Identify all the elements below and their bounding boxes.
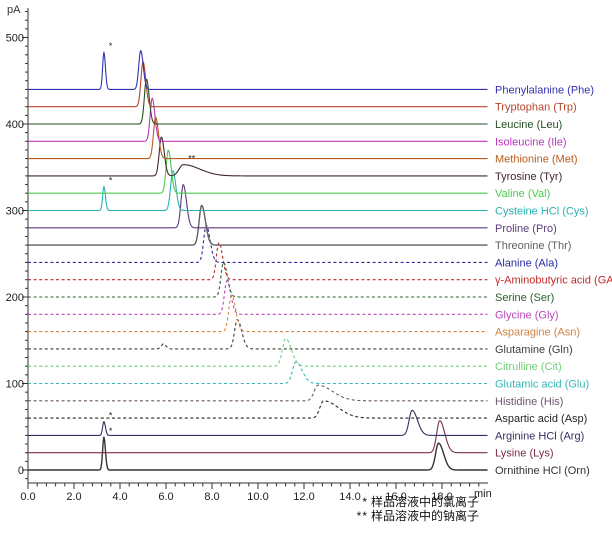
series-label-trp: Tryptophan (Trp): [495, 102, 577, 114]
x-tick-label: 4.0: [112, 491, 127, 503]
series-label-gaba: γ-Aminobutyric acid (GABA): [495, 275, 612, 287]
trace-glu: [28, 361, 488, 385]
footnote-chloride: * 样品溶液中的氯离子: [352, 495, 479, 509]
sodium-peak-marker: **: [188, 154, 196, 164]
series-label-asn: Asparagine (Asn): [495, 327, 580, 339]
y-axis-unit-label: pA: [7, 4, 21, 16]
trace-thr: [27, 204, 488, 246]
y-tick-label: 0: [18, 465, 24, 477]
trace-phe: [28, 50, 488, 90]
trace-val: [28, 149, 488, 194]
series-label-leu: Leucine (Leu): [495, 119, 562, 131]
series-label-thr: Threonine (Thr): [495, 240, 571, 252]
x-tick-label: 10.0: [247, 491, 268, 503]
footnote-sodium: ** 样品溶液中的钠离子: [352, 509, 479, 523]
trace-tyr: [28, 136, 488, 177]
chloride-peak-marker: *: [109, 426, 113, 436]
trace-lys: [28, 420, 488, 454]
footnote-sodium-text: 样品溶液中的钠离子: [371, 509, 480, 523]
x-tick-label: 6.0: [158, 491, 173, 503]
footnote-sodium-marker: **: [356, 509, 368, 523]
trace-his: [28, 384, 488, 402]
trace-arg: [28, 409, 488, 436]
trace-gly: [28, 280, 488, 315]
y-tick-label: 500: [6, 33, 24, 45]
x-tick-label: 16.0: [385, 491, 406, 503]
y-tick-label: 200: [6, 292, 24, 304]
y-tick-label: 300: [6, 206, 24, 218]
series-label-his: Histidine (His): [495, 396, 563, 408]
series-label-ser: Serine (Ser): [495, 292, 554, 304]
x-tick-label: 12.0: [293, 491, 314, 503]
trace-pro: [28, 184, 488, 229]
x-tick-label: 14.0: [339, 491, 360, 503]
series-label-ala: Alanine (Ala): [495, 257, 558, 269]
x-tick-label: 2.0: [66, 491, 81, 503]
series-label-ile: Isoleucine (Ile): [495, 136, 567, 148]
trace-trp: [28, 61, 488, 108]
series-label-asp: Aspartic acid (Asp): [495, 413, 587, 425]
trace-asn: [28, 294, 488, 333]
series-label-met: Methionine (Met): [495, 154, 578, 166]
trace-orn: [27, 436, 488, 471]
trace-met: [28, 116, 488, 160]
chloride-peak-marker: *: [109, 411, 113, 421]
series-label-phe: Phenylalanine (Phe): [495, 84, 594, 96]
footnote-chloride-marker: *: [362, 495, 368, 509]
series-label-cys: Cysteine HCl (Cys): [495, 206, 589, 218]
series-label-lys: Lysine (Lys): [495, 448, 553, 460]
trace-ile: [28, 97, 488, 142]
trace-cys: [28, 170, 488, 212]
x-tick-label: 8.0: [204, 491, 219, 503]
x-axis-unit-label: min: [474, 488, 492, 500]
y-tick-label: 100: [6, 379, 24, 391]
series-label-tyr: Tyrosine (Tyr): [495, 171, 562, 183]
trace-asp: [28, 400, 488, 419]
series-label-gly: Glycine (Gly): [495, 309, 559, 321]
chloride-peak-marker: *: [109, 41, 113, 51]
series-label-glu: Glutamic acid (Glu): [495, 379, 589, 391]
chloride-peak-marker: *: [109, 175, 113, 185]
trace-ala: [28, 224, 488, 263]
series-label-gln: Glutamine (Gln): [495, 344, 573, 356]
footnote-chloride-text: 样品溶液中的氯离子: [371, 495, 480, 509]
y-tick-label: 400: [6, 119, 24, 131]
series-label-arg: Arginine HCl (Arg): [495, 430, 584, 442]
x-tick-label: 18.0: [431, 491, 452, 503]
footnotes: * 样品溶液中的氯离子 ** 样品溶液中的钠离子: [352, 495, 479, 523]
trace-gaba: [28, 242, 488, 281]
series-label-orn: Ornithine HCl (Orn): [495, 465, 590, 477]
trace-gln: [28, 319, 488, 350]
x-tick-label: 0.0: [20, 491, 35, 503]
series-label-val: Valine (Val): [495, 188, 550, 200]
series-label-cit: Citrulline (Cit): [495, 361, 562, 373]
series-label-pro: Proline (Pro): [495, 223, 557, 235]
trace-leu: [28, 78, 488, 125]
trace-cit: [28, 338, 488, 367]
